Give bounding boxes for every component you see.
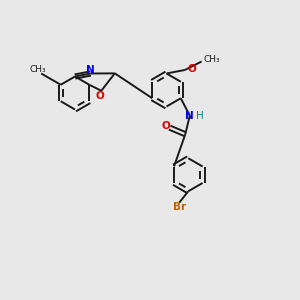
Text: N: N <box>86 64 95 75</box>
Text: O: O <box>188 64 196 74</box>
Text: CH₃: CH₃ <box>29 65 46 74</box>
Text: O: O <box>95 91 104 101</box>
Text: Br: Br <box>173 202 186 212</box>
Text: N: N <box>185 111 194 121</box>
Text: CH₃: CH₃ <box>203 55 220 64</box>
Text: H: H <box>196 111 203 121</box>
Text: O: O <box>162 121 170 131</box>
